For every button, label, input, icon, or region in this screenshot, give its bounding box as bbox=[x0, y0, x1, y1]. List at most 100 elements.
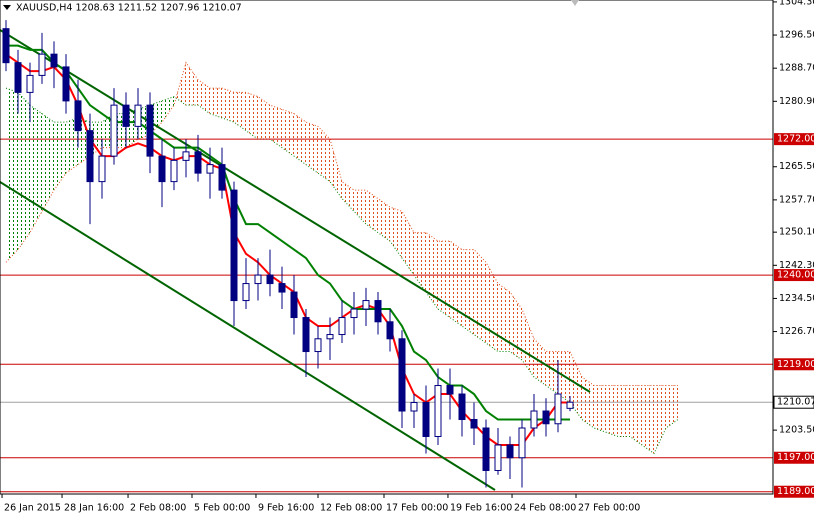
candle-body bbox=[506, 444, 514, 459]
x-tick-label: 27 Feb 00:00 bbox=[578, 503, 640, 514]
cloud-segment bbox=[54, 122, 66, 191]
y-tick-label: 1280.90 bbox=[779, 96, 814, 107]
candles bbox=[2, 20, 574, 488]
candle-body bbox=[266, 274, 274, 285]
cloud-segment bbox=[18, 92, 30, 250]
candle-body bbox=[146, 104, 154, 157]
cloud-segment bbox=[354, 190, 366, 225]
x-tick-label: 12 Feb 08:00 bbox=[320, 503, 382, 514]
cloud-segment bbox=[342, 181, 354, 212]
candle-body bbox=[542, 410, 550, 425]
candle-body bbox=[98, 155, 106, 183]
plot-frame bbox=[0, 0, 774, 495]
candle-body bbox=[170, 159, 178, 183]
cloud-segment bbox=[306, 122, 318, 174]
cloud-segment bbox=[594, 385, 606, 433]
y-tick-label: 1304.30 bbox=[779, 0, 814, 7]
cloud-segment bbox=[630, 385, 642, 445]
candle-body bbox=[290, 291, 298, 319]
candle-body bbox=[350, 308, 358, 319]
cloud-segment bbox=[330, 139, 342, 199]
x-tick-label: 9 Feb 16:00 bbox=[258, 503, 314, 514]
cloud-segment bbox=[198, 79, 210, 114]
cloud-segment bbox=[486, 262, 498, 352]
cloud-span-b bbox=[5, 61, 678, 387]
last-price-label: 1210.07 bbox=[777, 397, 814, 408]
candle-body bbox=[2, 28, 10, 64]
chart-title: XAUUSD,H4 1208.63 1211.52 1207.96 1210.0… bbox=[16, 3, 242, 14]
cloud-segment bbox=[378, 198, 390, 242]
cloud-segment bbox=[318, 126, 330, 182]
level-label: 1197.00 bbox=[777, 452, 814, 463]
candle-body bbox=[314, 338, 322, 353]
x-tick-label: 24 Feb 08:00 bbox=[514, 503, 576, 514]
cloud-segment bbox=[474, 249, 486, 344]
level-label-box bbox=[774, 133, 814, 146]
candle-body bbox=[134, 104, 142, 127]
candle-body bbox=[14, 62, 22, 93]
candle-body bbox=[398, 338, 406, 412]
y-tick-label: 1226.70 bbox=[779, 326, 814, 337]
x-tick-label: 5 Feb 00:00 bbox=[194, 503, 250, 514]
y-tick-label: 1234.50 bbox=[779, 293, 814, 304]
cloud-segment bbox=[450, 241, 462, 327]
x-tick-label: 28 Jan 16:00 bbox=[64, 503, 124, 514]
cloud-segment bbox=[162, 96, 174, 123]
cloud-segment bbox=[510, 292, 522, 361]
cloud-segment bbox=[522, 309, 534, 378]
cloud-segment bbox=[438, 241, 450, 318]
candle-body bbox=[158, 155, 166, 183]
level-label: 1189.00 bbox=[777, 486, 814, 497]
cloud-segment bbox=[642, 385, 654, 454]
cloud-segment bbox=[666, 385, 678, 429]
candle-body bbox=[326, 334, 334, 340]
candle-body bbox=[206, 164, 214, 174]
level-label-box bbox=[774, 451, 814, 464]
level-label: 1219.00 bbox=[777, 359, 814, 370]
candle-body bbox=[518, 427, 526, 459]
cloud-segment bbox=[414, 232, 426, 293]
level-label-box bbox=[774, 269, 814, 282]
x-tick-label: 19 Feb 16:00 bbox=[450, 503, 512, 514]
level-label-box bbox=[774, 485, 814, 498]
cloud-segment bbox=[246, 92, 258, 140]
x-tick-label: 17 Feb 00:00 bbox=[386, 503, 448, 514]
cloud-segment bbox=[498, 283, 510, 352]
cloud-segment bbox=[546, 351, 558, 395]
candle-body bbox=[86, 130, 94, 183]
candle-body bbox=[254, 274, 262, 285]
candle-body bbox=[494, 444, 502, 471]
candle-body bbox=[374, 300, 382, 323]
candle-body bbox=[242, 283, 250, 302]
candle-body bbox=[338, 317, 346, 336]
y-tick-label: 1288.70 bbox=[779, 63, 814, 74]
level-label: 1240.00 bbox=[777, 270, 814, 281]
cloud-segment bbox=[606, 385, 618, 437]
cloud-segment bbox=[654, 385, 666, 454]
candle-body bbox=[278, 283, 286, 293]
candle-body bbox=[38, 53, 46, 76]
y-tick-label: 1242.30 bbox=[779, 260, 814, 271]
cloud-segment bbox=[186, 62, 198, 106]
candle-body bbox=[50, 53, 58, 68]
candle-body bbox=[458, 393, 466, 421]
candle-body bbox=[218, 164, 226, 191]
candle-body bbox=[410, 402, 418, 412]
candle-body bbox=[182, 151, 190, 161]
candle-body bbox=[230, 189, 238, 302]
candle-body bbox=[194, 151, 202, 174]
candle-body bbox=[386, 321, 394, 340]
cloud-segment bbox=[390, 207, 402, 259]
cloud-segment bbox=[258, 96, 270, 140]
cloud-segment bbox=[426, 232, 438, 310]
cloud-segment bbox=[282, 109, 294, 157]
y-tick-label: 1203.50 bbox=[779, 425, 814, 436]
cloud-segment bbox=[270, 105, 282, 148]
candle-body bbox=[566, 401, 574, 409]
candle-body bbox=[434, 385, 442, 437]
menu-arrow[interactable] bbox=[3, 5, 11, 10]
candle-body bbox=[530, 410, 538, 429]
cloud-segment bbox=[30, 105, 42, 233]
